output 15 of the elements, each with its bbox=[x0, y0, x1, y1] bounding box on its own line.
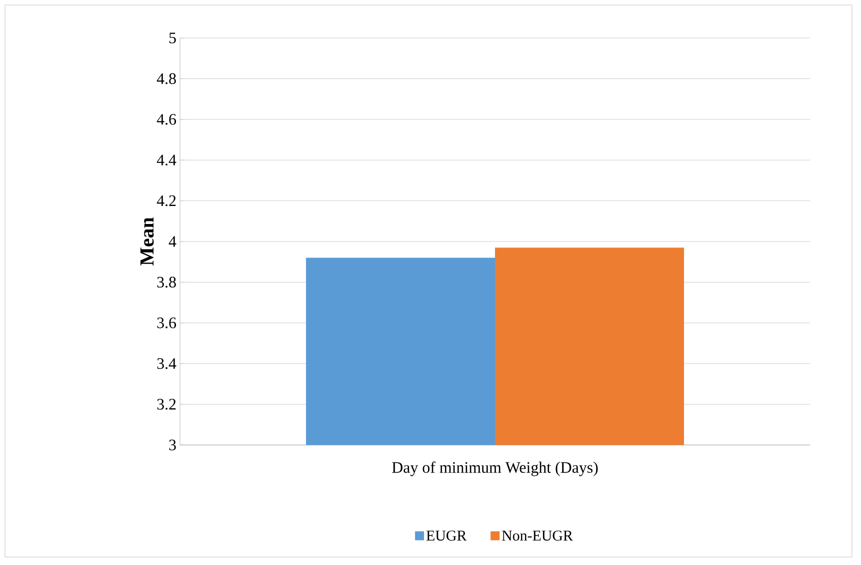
y-tick-label: 5 bbox=[169, 32, 176, 44]
y-tick-label: 4.2 bbox=[156, 195, 176, 206]
y-tick-label: 4.6 bbox=[156, 114, 176, 125]
y-tick-label: 3.2 bbox=[157, 398, 176, 410]
y-tick-label: 3.8 bbox=[157, 276, 176, 288]
x-tick-label: Day of minimum Weight (Days) bbox=[392, 461, 598, 476]
y-axis-title: Mean bbox=[140, 217, 154, 266]
legend-label: EUGR bbox=[426, 530, 467, 541]
y-tick-label: 4.8 bbox=[156, 73, 176, 84]
y-tick-label: 4.4 bbox=[156, 154, 176, 166]
y-tick-label: 4 bbox=[168, 236, 176, 247]
y-tick-label: 3 bbox=[169, 440, 176, 450]
legend-label: Non-EUGR bbox=[502, 530, 573, 541]
y-tick-label: 3.6 bbox=[157, 318, 176, 328]
y-tick-label: 3.4 bbox=[157, 358, 176, 369]
